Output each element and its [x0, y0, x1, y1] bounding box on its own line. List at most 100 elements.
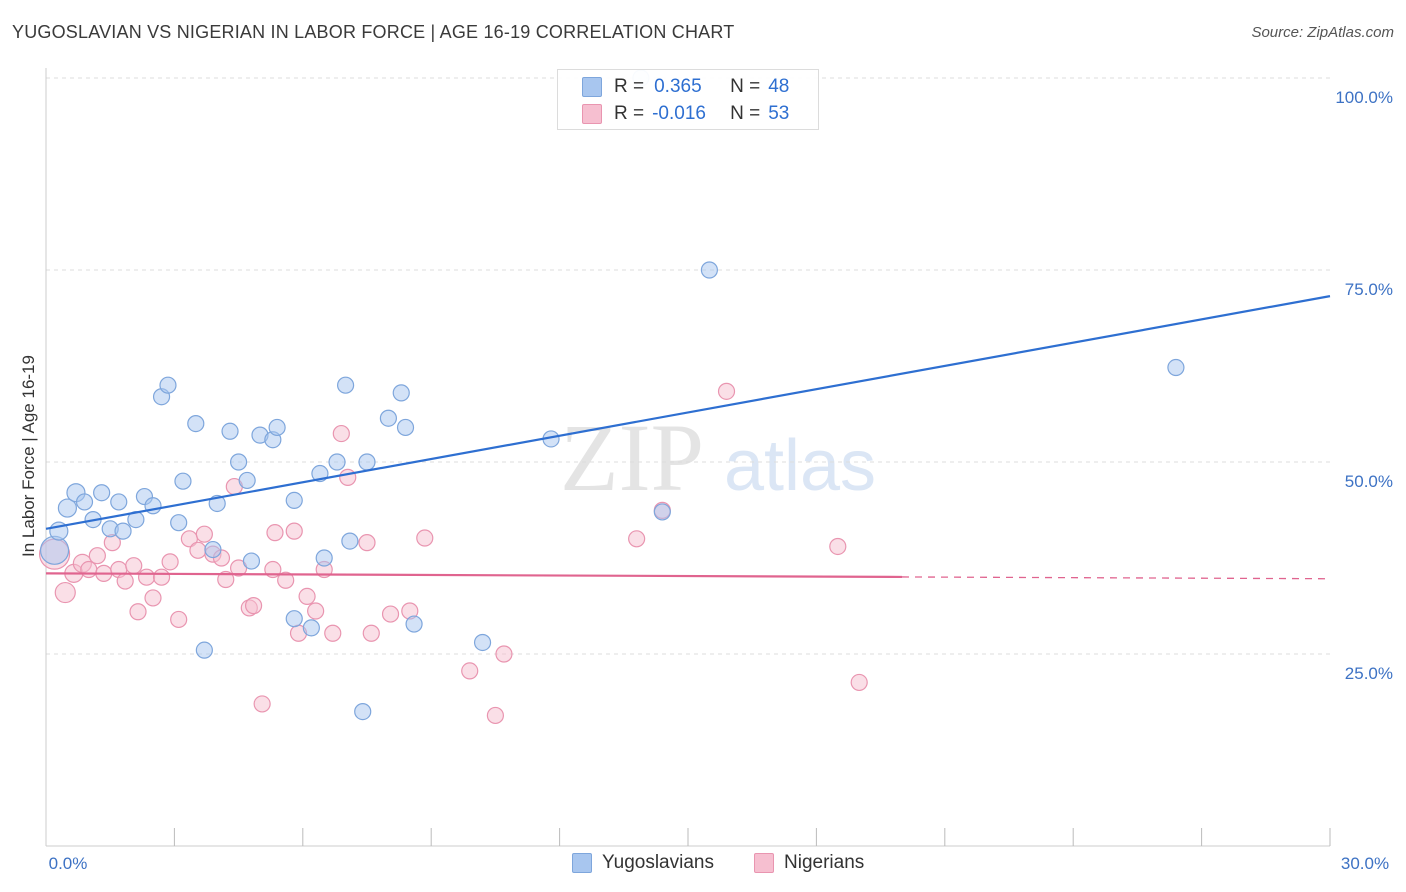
yugoslavian-point[interactable]: [379, 409, 397, 427]
nigerian-point[interactable]: [266, 524, 284, 542]
r-value: 0.365: [654, 76, 702, 97]
yugoslavian-point[interactable]: [396, 418, 415, 437]
yugoslavian-point[interactable]: [268, 418, 286, 437]
watermark-zip: ZIP: [560, 404, 704, 511]
nigerian-point[interactable]: [829, 537, 847, 556]
yugoslavian-point[interactable]: [328, 453, 346, 471]
nigerian-point[interactable]: [717, 382, 736, 400]
yugoslavian-point[interactable]: [392, 384, 410, 402]
nigerian-point[interactable]: [298, 587, 316, 606]
nigerian-point[interactable]: [195, 525, 213, 543]
yugoslavian-point[interactable]: [242, 552, 261, 570]
nigerian-point[interactable]: [170, 610, 188, 629]
nigerian-point[interactable]: [324, 624, 342, 642]
yugoslavian-point[interactable]: [174, 472, 192, 490]
yugoslavian-point[interactable]: [1167, 358, 1185, 377]
yugoslavian-point[interactable]: [110, 493, 128, 511]
legend-label: Nigerians: [784, 852, 865, 873]
nigerian-point[interactable]: [381, 605, 400, 623]
stats-legend: R = 0.365 N = 48 R = -0.016 N = 53: [557, 69, 819, 130]
nigerian-point[interactable]: [358, 534, 376, 552]
nigerians-trend-extension: [901, 576, 1331, 580]
yugoslavian-point[interactable]: [358, 453, 376, 471]
yugoslavian-point[interactable]: [285, 491, 303, 509]
legend-item-yugoslavians[interactable]: Yugoslavians: [572, 852, 714, 874]
yugoslavian-point[interactable]: [285, 610, 303, 628]
yugoslavian-point[interactable]: [653, 503, 671, 521]
yugoslavian-point[interactable]: [354, 702, 372, 721]
yugoslavian-point[interactable]: [230, 453, 248, 471]
nigerian-point[interactable]: [628, 530, 646, 548]
yugoslavian-point[interactable]: [204, 540, 222, 559]
nigerian-point[interactable]: [486, 706, 504, 725]
r-value: -0.016: [652, 103, 706, 124]
watermark: ZIP atlas: [560, 404, 876, 511]
yugoslavian-point[interactable]: [405, 615, 423, 633]
yugoslavian-point[interactable]: [75, 493, 94, 511]
y-tick-label: 100.0%: [1335, 88, 1393, 107]
yugoslavian-point[interactable]: [159, 376, 177, 394]
nigerian-point[interactable]: [189, 541, 207, 559]
yugoslavian-point[interactable]: [238, 471, 256, 490]
nigerian-point[interactable]: [285, 522, 303, 540]
yugoslavian-point[interactable]: [114, 522, 132, 540]
blue-swatch: [582, 77, 602, 97]
nigerian-point[interactable]: [54, 581, 76, 604]
nigerian-point[interactable]: [307, 602, 325, 620]
stats-row-nigerians: R = -0.016 N = 53: [582, 101, 789, 127]
nigerian-point[interactable]: [332, 424, 350, 443]
yugoslavian-point[interactable]: [187, 415, 205, 433]
blue-swatch: [572, 853, 592, 873]
nigerian-point[interactable]: [152, 568, 171, 586]
yugoslavian-point[interactable]: [473, 633, 492, 652]
nigerian-point[interactable]: [125, 557, 143, 575]
nigerian-point[interactable]: [461, 662, 479, 680]
nigerian-point[interactable]: [416, 529, 434, 547]
x-tick-label-min: 0.0%: [49, 854, 88, 873]
nigerian-point[interactable]: [244, 597, 263, 615]
pink-swatch: [754, 853, 774, 873]
n-value: 48: [768, 76, 790, 97]
y-tick-label: 25.0%: [1345, 664, 1393, 683]
yugoslavians-trend-line: [45, 295, 1331, 530]
nigerian-point[interactable]: [277, 571, 295, 589]
yugoslavian-point[interactable]: [39, 535, 70, 565]
nigerian-point[interactable]: [339, 468, 357, 486]
yugoslavian-point[interactable]: [337, 376, 355, 394]
nigerian-point[interactable]: [253, 695, 271, 713]
nigerian-point[interactable]: [161, 553, 179, 571]
nigerians-trend-line: [45, 572, 903, 579]
yugoslavian-point[interactable]: [57, 498, 78, 518]
yugoslavian-point[interactable]: [341, 532, 359, 550]
nigerian-point[interactable]: [116, 572, 134, 590]
axes: [45, 68, 1331, 847]
yugoslavian-point[interactable]: [302, 619, 320, 637]
yugoslavian-point[interactable]: [170, 514, 188, 532]
bottom-legend: Yugoslavians Nigerians: [0, 850, 1406, 880]
r-label: R =: [614, 76, 645, 97]
x-tick-label-max: 30.0%: [1341, 854, 1389, 873]
n-label: N =: [730, 76, 761, 97]
n-value: 53: [768, 103, 790, 124]
legend-item-nigerians[interactable]: Nigerians: [754, 852, 864, 874]
legend-label: Yugoslavians: [602, 852, 714, 873]
yugoslavian-point[interactable]: [315, 549, 333, 567]
chart-title: YUGOSLAVIAN VS NIGERIAN IN LABOR FORCE |…: [12, 22, 735, 42]
nigerian-point[interactable]: [80, 560, 98, 579]
nigerian-point[interactable]: [137, 568, 156, 586]
nigerian-point[interactable]: [495, 645, 513, 663]
pink-swatch: [582, 104, 602, 124]
nigerian-point[interactable]: [362, 624, 380, 642]
yugoslavian-point[interactable]: [700, 261, 719, 279]
nigerian-point[interactable]: [217, 570, 235, 589]
yugoslavian-point[interactable]: [93, 484, 111, 502]
yugoslavian-point[interactable]: [221, 422, 239, 440]
nigerian-point[interactable]: [129, 603, 147, 621]
nigerian-point[interactable]: [144, 589, 162, 607]
nigerian-point[interactable]: [850, 673, 868, 692]
nigerian-point[interactable]: [88, 547, 106, 565]
stats-row-yugoslavians: R = 0.365 N = 48: [582, 74, 789, 100]
yugoslavian-point[interactable]: [195, 641, 213, 659]
y-tick-label: 50.0%: [1345, 472, 1393, 491]
